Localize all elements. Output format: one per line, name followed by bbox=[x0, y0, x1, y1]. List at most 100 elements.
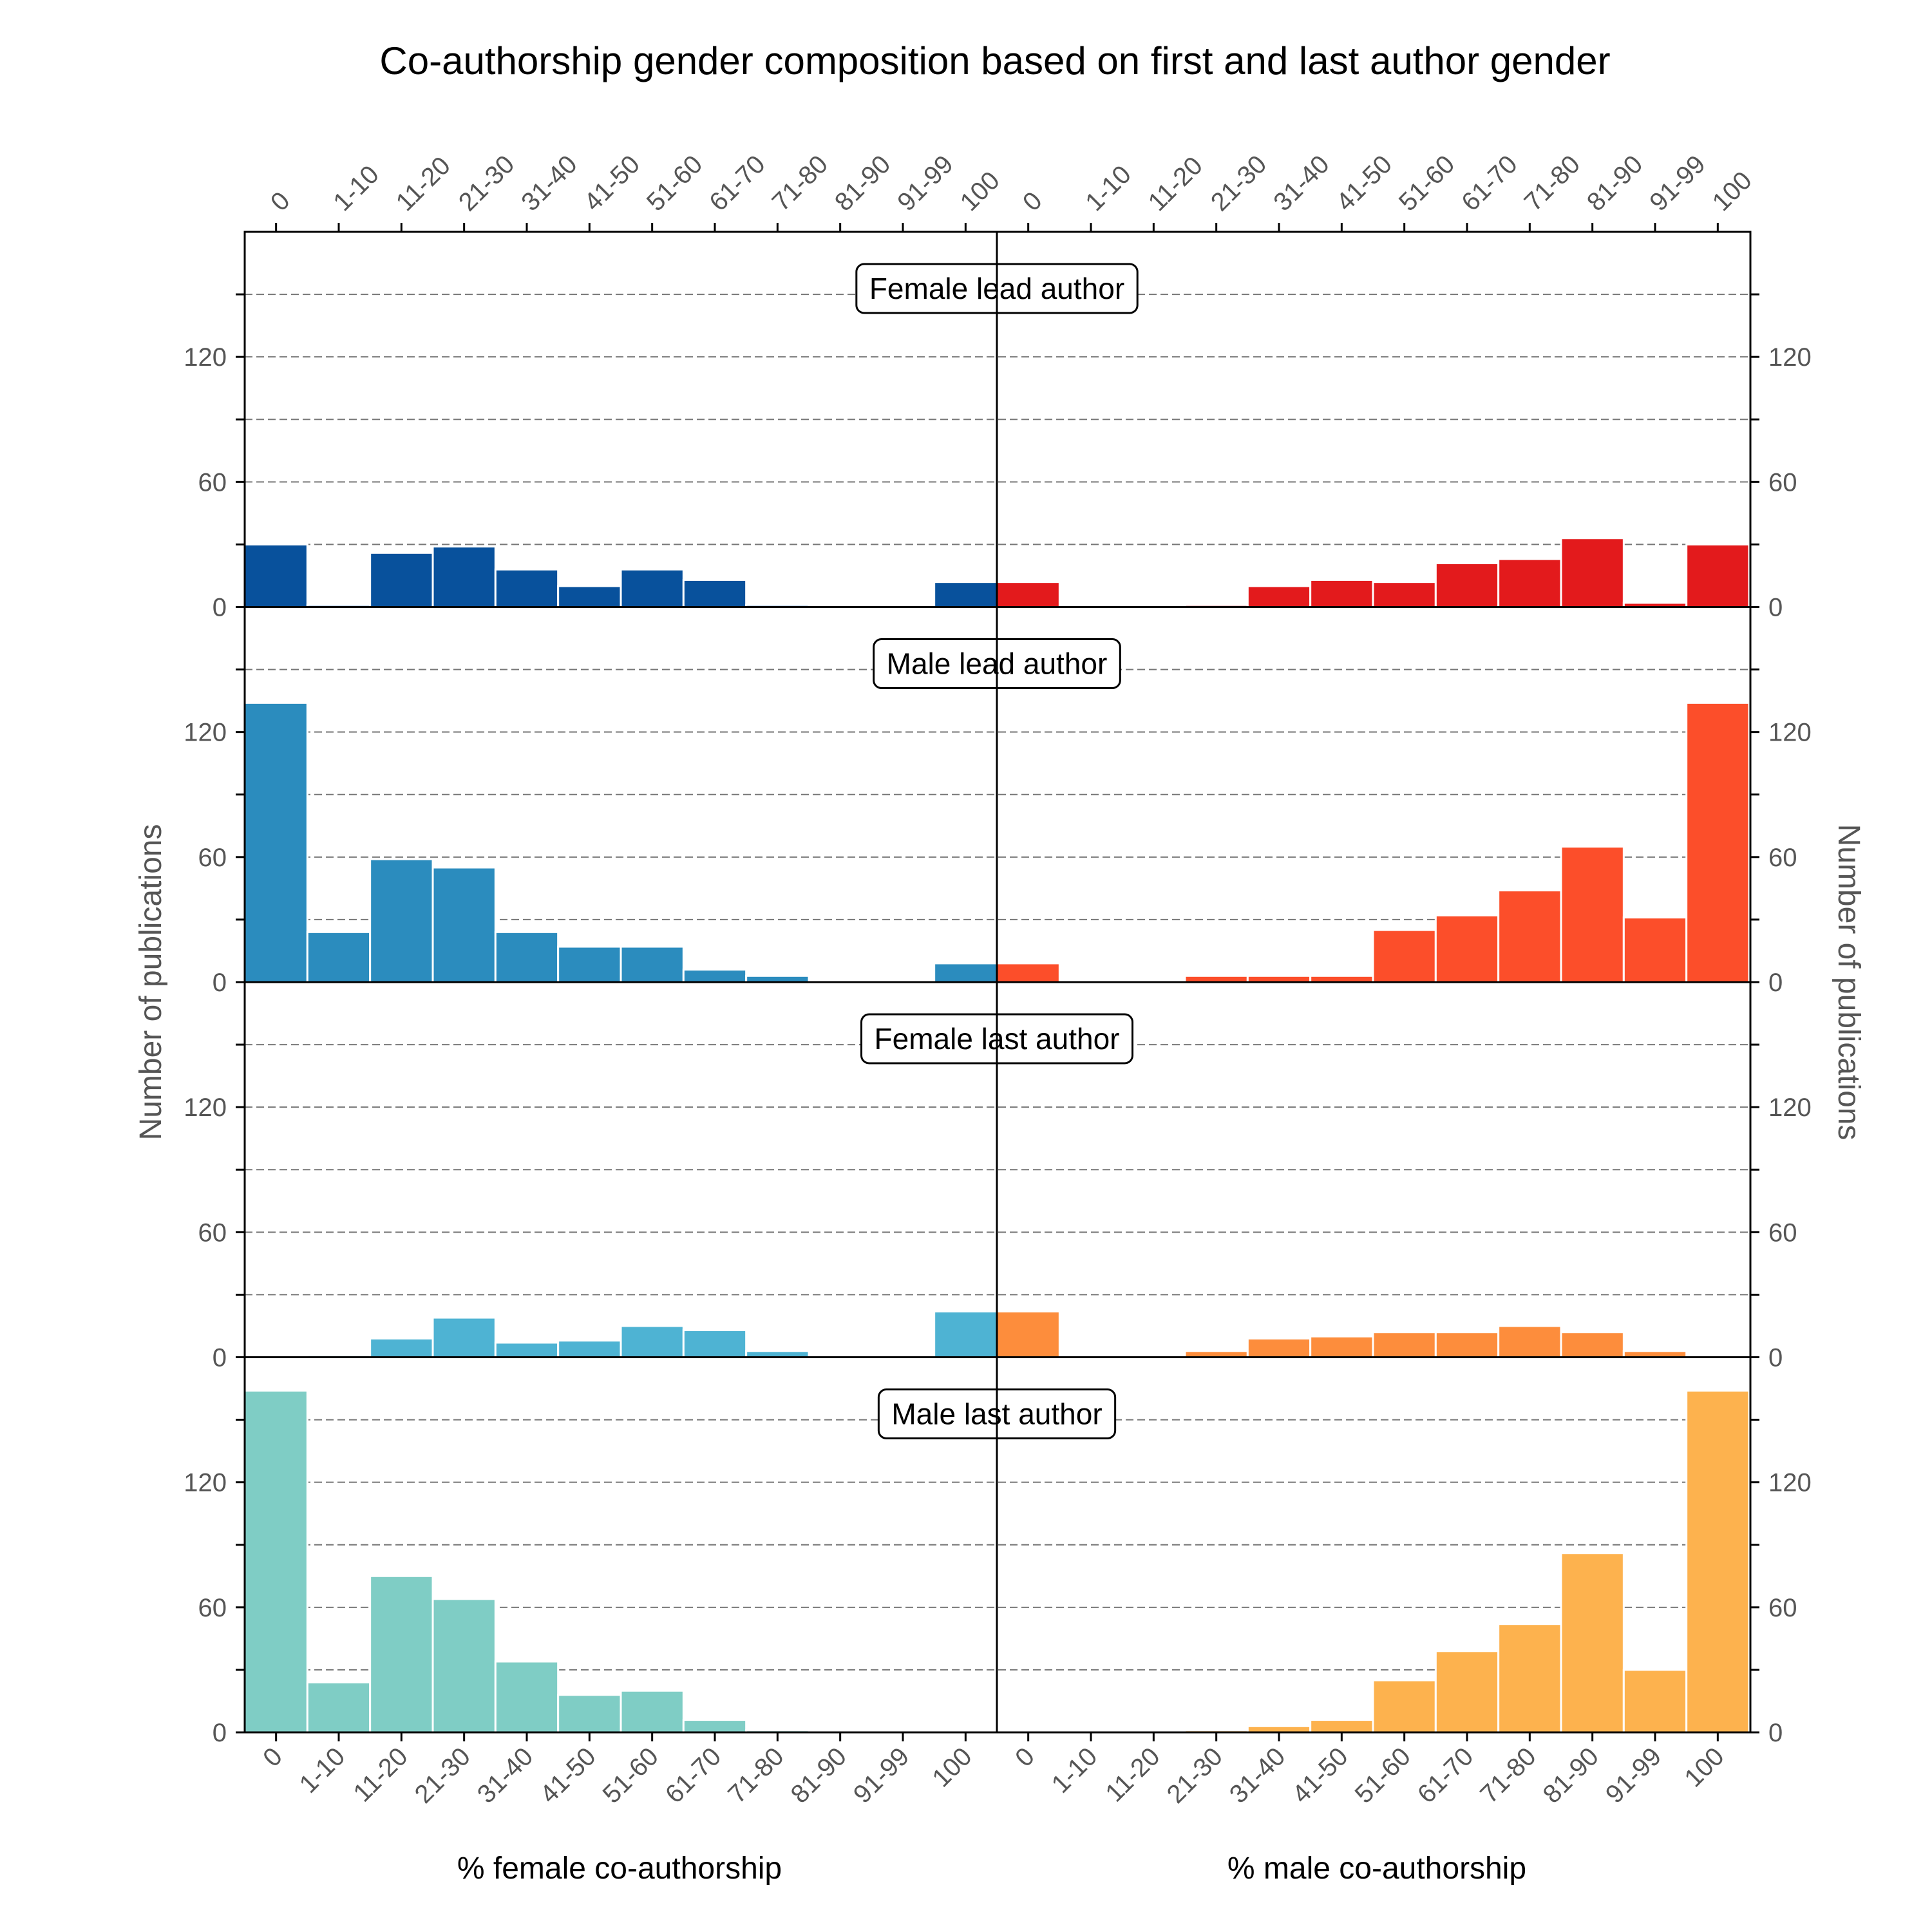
bar-male-51-60 bbox=[1372, 929, 1437, 983]
x-tick-label-bottom-male: 11-20 bbox=[1100, 1742, 1165, 1807]
bar-female-61-70 bbox=[682, 969, 748, 983]
y-tick-label-right: 120 bbox=[1768, 719, 1812, 747]
x-tick-label-bottom-male: 51-60 bbox=[1350, 1742, 1416, 1808]
y-tick-label-right: 0 bbox=[1768, 594, 1783, 622]
x-tick-label-bottom-male: 61-70 bbox=[1412, 1742, 1479, 1808]
y-tick-label-right: 120 bbox=[1768, 1094, 1812, 1122]
x-tick-label-top-female: 91-99 bbox=[892, 150, 958, 216]
x-tick-label-bottom-female: 1-10 bbox=[294, 1742, 351, 1799]
y-tick-label-left: 60 bbox=[198, 844, 227, 872]
chart-title: Co-authorship gender composition based o… bbox=[379, 39, 1610, 82]
bar-female-0 bbox=[243, 701, 308, 983]
x-tick-label-top-female: 21-30 bbox=[453, 150, 520, 216]
x-tick-label-bottom-female: 51-60 bbox=[598, 1742, 664, 1808]
x-tick-label-bottom-male: 21-30 bbox=[1162, 1742, 1228, 1808]
bar-female-1-10 bbox=[306, 931, 372, 983]
bar-female-51-60 bbox=[620, 568, 685, 608]
y-tick-label-left: 60 bbox=[198, 1594, 227, 1622]
x-tick-label-top-female: 0 bbox=[265, 187, 296, 217]
x-tick-label-top-male: 81-90 bbox=[1582, 150, 1648, 216]
y-tick-label-right: 60 bbox=[1768, 1594, 1797, 1622]
y-tick-label-right: 60 bbox=[1768, 468, 1797, 497]
bar-female-1-10 bbox=[306, 1681, 372, 1734]
y-tick-label-left: 0 bbox=[213, 594, 227, 622]
bar-male-31-40 bbox=[1246, 1337, 1312, 1358]
x-tick-label-bottom-female: 71-80 bbox=[723, 1742, 789, 1808]
bar-female-100 bbox=[933, 962, 998, 983]
x-tick-label-top-female: 81-90 bbox=[829, 150, 896, 216]
bar-female-11-20 bbox=[369, 1337, 434, 1358]
y-tick-label-right: 120 bbox=[1768, 1469, 1812, 1497]
x-tick-label-top-female: 41-50 bbox=[579, 150, 645, 216]
x-tick-label-top-male: 21-30 bbox=[1206, 150, 1272, 216]
x-tick-label-top-female: 51-60 bbox=[641, 150, 708, 216]
y-tick-label-left: 120 bbox=[184, 719, 227, 747]
bar-female-100 bbox=[933, 1310, 998, 1358]
bar-male-100 bbox=[1685, 543, 1750, 609]
x-tick-label-top-female: 11-20 bbox=[391, 151, 456, 216]
bar-female-11-20 bbox=[369, 551, 434, 608]
y-axis-label-left: Number of publications bbox=[134, 824, 168, 1141]
bar-female-21-30 bbox=[431, 866, 497, 983]
y-tick-label-left: 60 bbox=[198, 468, 227, 497]
y-tick-label-left: 0 bbox=[213, 1344, 227, 1372]
bar-female-31-40 bbox=[494, 931, 560, 983]
x-tick-label-bottom-female: 61-70 bbox=[660, 1742, 726, 1808]
bar-female-61-70 bbox=[682, 578, 748, 608]
x-tick-label-bottom-male: 71-80 bbox=[1475, 1742, 1541, 1808]
x-tick-label-bottom-male: 41-50 bbox=[1287, 1742, 1353, 1808]
y-tick-label-left: 120 bbox=[184, 1469, 227, 1497]
y-tick-label-right: 120 bbox=[1768, 343, 1812, 372]
x-tick-label-bottom-male: 100 bbox=[1679, 1742, 1729, 1792]
bar-female-21-30 bbox=[431, 545, 497, 608]
bar-female-51-60 bbox=[620, 1689, 685, 1734]
x-tick-label-top-male: 71-80 bbox=[1519, 150, 1586, 216]
bar-female-100 bbox=[933, 581, 998, 609]
bar-male-91-99 bbox=[1622, 916, 1688, 983]
bar-male-41-50 bbox=[1309, 1719, 1374, 1734]
bar-male-81-90 bbox=[1560, 1552, 1625, 1734]
y-tick-label-right: 60 bbox=[1768, 1218, 1797, 1247]
bar-male-71-80 bbox=[1497, 1325, 1562, 1358]
x-tick-label-bottom-female: 31-40 bbox=[472, 1742, 538, 1808]
bar-male-0 bbox=[996, 581, 1061, 609]
bar-female-51-60 bbox=[620, 1325, 685, 1358]
y-tick-label-left: 0 bbox=[213, 969, 227, 997]
x-tick-label-top-male: 100 bbox=[1707, 166, 1757, 216]
x-tick-label-top-male: 11-20 bbox=[1143, 151, 1208, 216]
bar-male-81-90 bbox=[1560, 537, 1625, 608]
x-tick-label-top-male: 1-10 bbox=[1080, 160, 1137, 217]
bar-female-11-20 bbox=[369, 1575, 434, 1734]
x-tick-label-top-female: 100 bbox=[955, 166, 1005, 216]
y-tick-label-right: 0 bbox=[1768, 969, 1783, 997]
bar-male-31-40 bbox=[1246, 585, 1312, 609]
x-tick-label-bottom-female: 91-99 bbox=[848, 1742, 914, 1808]
bar-male-41-50 bbox=[1309, 578, 1374, 608]
x-tick-label-top-male: 0 bbox=[1018, 187, 1048, 217]
y-tick-label-left: 0 bbox=[213, 1719, 227, 1747]
bar-male-91-99 bbox=[1622, 1669, 1688, 1734]
bar-male-61-70 bbox=[1434, 1331, 1500, 1359]
bar-male-61-70 bbox=[1434, 1650, 1500, 1734]
bar-female-41-50 bbox=[557, 1340, 622, 1358]
x-tick-label-top-male: 51-60 bbox=[1394, 150, 1460, 216]
bar-female-0 bbox=[243, 1389, 308, 1734]
bar-female-21-30 bbox=[431, 1316, 497, 1359]
y-tick-label-right: 0 bbox=[1768, 1719, 1783, 1747]
x-tick-label-bottom-male: 81-90 bbox=[1538, 1742, 1604, 1808]
bar-male-61-70 bbox=[1434, 562, 1500, 609]
y-axis-label-right: Number of publications bbox=[1832, 824, 1866, 1141]
bar-female-31-40 bbox=[494, 1341, 560, 1358]
x-tick-label-bottom-male: 0 bbox=[1010, 1742, 1040, 1772]
bar-female-51-60 bbox=[620, 945, 685, 983]
x-tick-label-top-female: 71-80 bbox=[767, 150, 833, 216]
x-tick-label-bottom-male: 91-99 bbox=[1600, 1742, 1667, 1808]
bar-female-11-20 bbox=[369, 858, 434, 983]
bar-male-0 bbox=[996, 1310, 1061, 1358]
bar-female-41-50 bbox=[557, 585, 622, 609]
x-tick-label-bottom-male: 1-10 bbox=[1046, 1742, 1103, 1799]
x-tick-label-top-female: 31-40 bbox=[516, 150, 582, 216]
x-tick-label-bottom-female: 21-30 bbox=[410, 1742, 476, 1808]
